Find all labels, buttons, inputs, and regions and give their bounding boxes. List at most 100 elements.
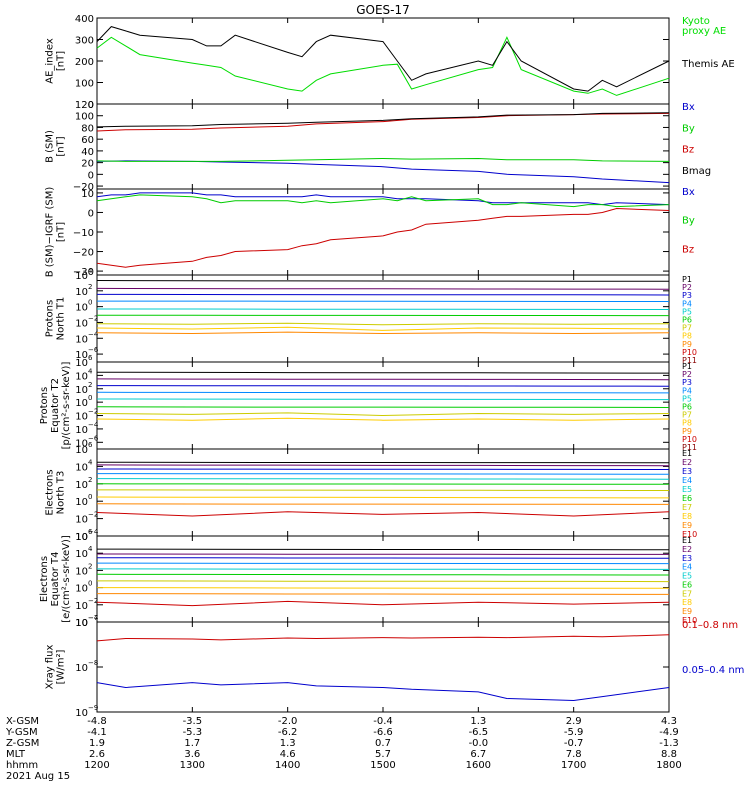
y-tick-label: 10 bbox=[75, 271, 88, 282]
y-axis-label: B (SM)−IGRF (SM) bbox=[45, 187, 56, 278]
y-axis-label: [W/m²] bbox=[56, 649, 67, 684]
series-line bbox=[97, 399, 669, 400]
x-axis-row-value: 1.3 bbox=[280, 738, 296, 749]
legend-entry: E7 bbox=[682, 503, 692, 512]
y-tick-label: 100 bbox=[75, 79, 94, 90]
series-line bbox=[97, 569, 669, 570]
legend-entry: 0.05–0.4 nm bbox=[682, 665, 744, 676]
legend-entry: E6 bbox=[682, 494, 692, 503]
legend-entry: E8 bbox=[682, 598, 692, 607]
y-tick-exponent: −7 bbox=[88, 614, 98, 622]
y-axis-label: AE_index bbox=[45, 38, 56, 84]
y-tick-exponent: 4 bbox=[88, 367, 93, 375]
y-tick-exponent: 6 bbox=[88, 528, 93, 536]
y-tick-label: −10 bbox=[73, 228, 94, 239]
y-tick-label: 10 bbox=[75, 462, 88, 473]
x-axis-row-value: 4.6 bbox=[280, 749, 296, 760]
x-axis-row-value: -6.6 bbox=[373, 727, 393, 738]
y-tick-exponent: 2 bbox=[88, 381, 92, 389]
x-axis-row-value: 1.7 bbox=[184, 738, 200, 749]
x-axis-row-value: 7.8 bbox=[566, 749, 582, 760]
chart-title: GOES-17 bbox=[356, 3, 410, 17]
x-axis-row-value: 3.6 bbox=[184, 749, 200, 760]
legend-entry: E5 bbox=[682, 572, 692, 581]
y-tick-label: 10 bbox=[75, 425, 88, 436]
y-tick-exponent: 0 bbox=[88, 299, 92, 307]
series-line bbox=[97, 683, 669, 701]
x-axis-row-value: -2.0 bbox=[278, 716, 298, 727]
x-axis-row-value: -1.3 bbox=[659, 738, 679, 749]
y-axis-label: North T3 bbox=[56, 471, 67, 515]
date-label: 2021 Aug 15 bbox=[6, 771, 70, 782]
series-line bbox=[97, 581, 669, 582]
y-axis-label: [nT] bbox=[56, 136, 67, 156]
y-tick-exponent: 4 bbox=[88, 545, 93, 553]
x-axis-row-value: 0.7 bbox=[375, 738, 391, 749]
x-axis-row-value: 1200 bbox=[84, 760, 109, 771]
legend-entry: E2 bbox=[682, 458, 692, 467]
x-axis-row-value: -6.5 bbox=[469, 727, 489, 738]
series-line bbox=[97, 479, 669, 480]
y-tick-label: 10 bbox=[75, 549, 88, 560]
y-tick-label: 10 bbox=[75, 303, 88, 314]
series-line bbox=[97, 588, 669, 589]
series-line bbox=[97, 161, 669, 183]
series-line bbox=[97, 563, 669, 564]
series-line bbox=[97, 484, 669, 485]
legend-entry: E5 bbox=[682, 485, 692, 494]
x-axis-row-label: Y-GSM bbox=[5, 727, 38, 738]
x-axis-row-label: MLT bbox=[6, 749, 26, 760]
y-tick-exponent: 2 bbox=[88, 283, 92, 291]
legend-entry: E4 bbox=[682, 563, 692, 572]
y-tick-label: 0 bbox=[88, 170, 94, 181]
y-tick-label: 300 bbox=[75, 36, 94, 47]
series-line bbox=[97, 549, 669, 550]
x-axis-row-value: -4.9 bbox=[659, 727, 679, 738]
x-axis-row-value: -0.7 bbox=[564, 738, 584, 749]
y-tick-label: 10 bbox=[75, 708, 88, 719]
panel-frame bbox=[97, 362, 669, 449]
y-tick-label: 10 bbox=[75, 412, 88, 423]
y-axis-label: Equator T4 bbox=[50, 552, 61, 607]
y-axis-label: Electrons bbox=[39, 556, 50, 602]
y-tick-label: 10 bbox=[75, 480, 88, 491]
series-line bbox=[97, 497, 669, 498]
x-axis-row-value: 4.3 bbox=[661, 716, 677, 727]
x-axis-row-value: 1700 bbox=[561, 760, 586, 771]
series-line bbox=[97, 27, 669, 92]
y-tick-label: 10 bbox=[75, 445, 88, 456]
series-line bbox=[97, 327, 669, 330]
y-axis-label: Protons bbox=[39, 387, 50, 424]
series-line bbox=[97, 113, 669, 131]
y-tick-label: 100 bbox=[75, 112, 94, 123]
legend-entry: proxy AE bbox=[682, 26, 726, 37]
y-tick-exponent: 0 bbox=[88, 493, 92, 501]
y-tick-exponent: −4 bbox=[88, 421, 99, 429]
series-line bbox=[97, 309, 669, 310]
y-tick-label: 10 bbox=[75, 497, 88, 508]
y-tick-label: −20 bbox=[73, 248, 94, 259]
y-tick-exponent: −2 bbox=[88, 511, 98, 519]
legend-entry: 0.1–0.8 nm bbox=[682, 620, 738, 631]
y-tick-exponent: 6 bbox=[88, 354, 93, 362]
y-tick-label: 10 bbox=[75, 584, 88, 595]
series-line bbox=[97, 490, 669, 491]
legend-entry: E1 bbox=[682, 536, 692, 545]
y-tick-label: 10 bbox=[81, 189, 94, 200]
y-tick-label: 10 bbox=[75, 663, 88, 674]
legend-entry: By bbox=[682, 123, 695, 134]
x-axis-row-value: -5.9 bbox=[564, 727, 584, 738]
y-tick-exponent: 2 bbox=[88, 562, 92, 570]
legend-entry: By bbox=[682, 216, 695, 227]
x-axis-row-label: hhmm bbox=[6, 760, 38, 771]
series-line bbox=[97, 288, 669, 289]
x-axis-row-value: -6.2 bbox=[278, 727, 298, 738]
x-axis-row-value: 1800 bbox=[656, 760, 681, 771]
y-axis-label: Protons bbox=[45, 300, 56, 337]
legend-entry: E6 bbox=[682, 580, 692, 589]
y-tick-exponent: 4 bbox=[88, 458, 93, 466]
